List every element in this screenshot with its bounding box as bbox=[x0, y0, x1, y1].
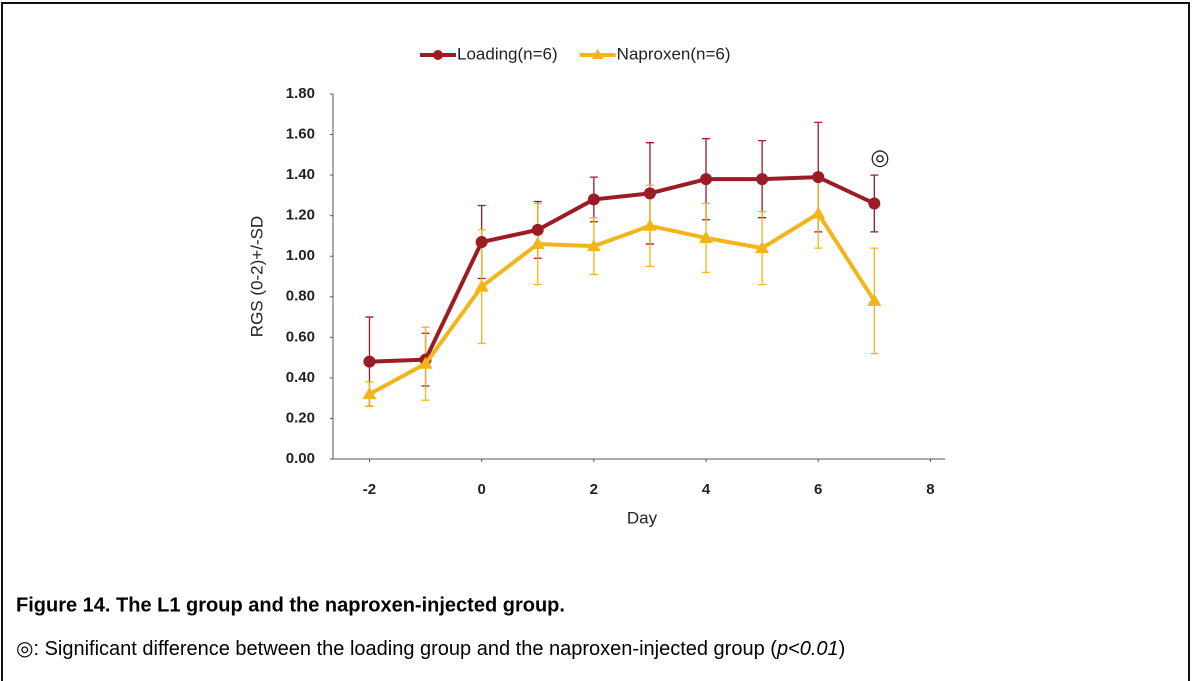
point bbox=[475, 236, 488, 249]
point bbox=[811, 206, 826, 219]
point bbox=[587, 193, 600, 206]
x-tick-label: 0 bbox=[477, 481, 485, 498]
x-axis-label: Day bbox=[627, 508, 658, 527]
y-axis-label: RGS (0-2)+/-SD bbox=[247, 216, 266, 337]
legend-marker bbox=[433, 50, 443, 60]
y-tick-label: 0.00 bbox=[286, 450, 315, 467]
y-tick-label: 1.80 bbox=[286, 85, 315, 102]
caption-note: ◎: Significant difference between the lo… bbox=[16, 638, 845, 660]
note-text: ◎: Significant difference between the lo… bbox=[16, 638, 777, 660]
y-tick-label: 1.60 bbox=[286, 126, 315, 143]
note-p: p<0.01 bbox=[776, 638, 839, 660]
series-line bbox=[369, 175, 876, 364]
point bbox=[531, 223, 544, 236]
point bbox=[474, 279, 489, 292]
point bbox=[812, 171, 825, 184]
y-tick-label: 0.40 bbox=[286, 369, 315, 386]
note-end: ) bbox=[839, 638, 846, 660]
legend-label: Naproxen(n=6) bbox=[617, 44, 731, 63]
x-tick-label: 4 bbox=[702, 481, 711, 498]
point bbox=[586, 239, 601, 252]
point bbox=[868, 197, 881, 210]
series-line bbox=[368, 211, 877, 396]
point bbox=[699, 230, 714, 243]
x-tick-label: 8 bbox=[926, 481, 934, 498]
point bbox=[418, 356, 433, 369]
y-tick-label: 0.60 bbox=[286, 328, 315, 345]
y-tick-label: 0.80 bbox=[286, 288, 315, 305]
point bbox=[867, 293, 882, 306]
point bbox=[363, 355, 376, 368]
legend-marker bbox=[591, 49, 604, 59]
point bbox=[643, 187, 656, 200]
legend-label: Loading(n=6) bbox=[457, 44, 558, 63]
point bbox=[362, 387, 377, 400]
caption-title: Figure 14. The L1 group and the naproxen… bbox=[16, 594, 565, 616]
x-tick-label: 2 bbox=[590, 481, 598, 498]
point bbox=[755, 241, 770, 254]
point bbox=[642, 218, 657, 231]
point bbox=[700, 173, 713, 186]
y-tick-label: 1.40 bbox=[286, 166, 315, 183]
point bbox=[756, 173, 769, 186]
x-tick-label: 6 bbox=[814, 481, 822, 498]
annotation: ◎ bbox=[870, 145, 889, 170]
y-tick-label: 1.20 bbox=[286, 207, 315, 224]
y-tick-label: 1.00 bbox=[286, 247, 315, 264]
point bbox=[530, 237, 545, 250]
y-tick-label: 0.20 bbox=[286, 409, 315, 426]
x-tick-label: -2 bbox=[363, 481, 376, 498]
